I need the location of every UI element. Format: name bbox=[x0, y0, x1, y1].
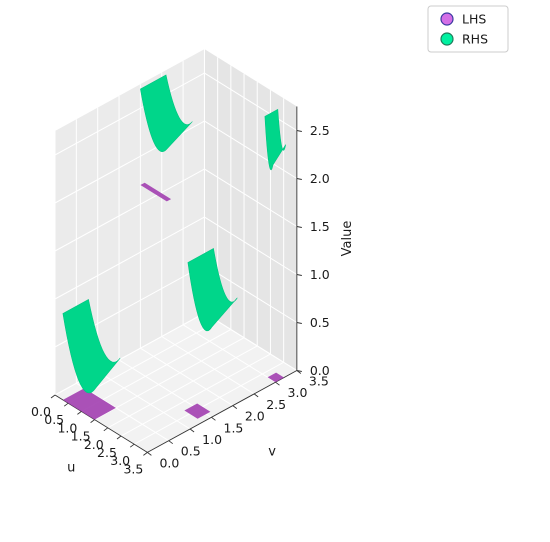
floor-grid-u bbox=[81, 329, 232, 412]
x-tick-mark bbox=[129, 443, 135, 448]
back-grid-z bbox=[204, 312, 298, 371]
x-tick-mark bbox=[63, 402, 69, 407]
y-tick-label: 2.0 bbox=[245, 409, 265, 424]
y-tick-label: 3.0 bbox=[288, 385, 308, 400]
x-tick-label: 0.5 bbox=[44, 412, 64, 427]
x-axis-title: u bbox=[67, 461, 75, 476]
y-tick-label: 1.5 bbox=[224, 420, 244, 435]
x-tick-label: 2.0 bbox=[84, 437, 104, 452]
lhs-plane-0 bbox=[62, 388, 116, 420]
x-tick-label: 3.5 bbox=[123, 461, 143, 476]
x-tick-mark bbox=[116, 435, 122, 440]
x-tick-label: 1.0 bbox=[57, 420, 77, 435]
legend-label-rhs: RHS bbox=[462, 32, 488, 47]
y-tick-mark bbox=[147, 452, 152, 456]
rhs-surface-3 bbox=[264, 108, 286, 171]
grid-lines bbox=[54, 49, 298, 453]
z-tick-label: 0.5 bbox=[310, 315, 330, 330]
x-tick-mark bbox=[143, 452, 148, 456]
floor-grid-v bbox=[97, 371, 191, 430]
y-tick-mark bbox=[275, 381, 280, 386]
z-tick-label: 1.5 bbox=[310, 219, 330, 234]
legend: LHS RHS bbox=[427, 5, 509, 53]
x-axis-line bbox=[54, 394, 148, 453]
y-axis-line bbox=[147, 370, 298, 453]
floor-grid-u bbox=[94, 337, 245, 421]
y-tick-label: 1.0 bbox=[202, 432, 222, 447]
z-tick-label: 0.0 bbox=[310, 363, 330, 378]
rhs-surface-1 bbox=[187, 248, 238, 332]
legend-marker-lhs bbox=[440, 12, 454, 26]
z-tick-label: 2.0 bbox=[310, 171, 330, 186]
back-grid-z bbox=[204, 120, 298, 179]
y-tick-mark bbox=[189, 428, 195, 433]
z-tick-mark bbox=[296, 226, 302, 228]
back-grid-z bbox=[204, 72, 298, 131]
z-tick-mark bbox=[296, 274, 302, 276]
y-tick-mark bbox=[168, 440, 174, 445]
floor-grid-v bbox=[161, 336, 255, 395]
y-tick-mark bbox=[211, 416, 216, 421]
x-tick-mark bbox=[77, 411, 82, 415]
legend-marker-rhs bbox=[440, 32, 454, 46]
floor-grid-v bbox=[140, 347, 234, 407]
axis-edges bbox=[54, 106, 298, 453]
lhs-plane-1 bbox=[184, 403, 211, 419]
x-tick-mark bbox=[90, 419, 95, 423]
lhs-plane-3 bbox=[140, 182, 172, 202]
y-tick-label: 2.5 bbox=[266, 397, 286, 412]
z-tick-label: 2.5 bbox=[310, 123, 330, 138]
y-tick-label: 3.5 bbox=[309, 374, 329, 389]
floor-grid-u bbox=[120, 353, 271, 437]
data-surfaces bbox=[62, 74, 286, 420]
z-tick-mark bbox=[296, 130, 302, 132]
x-tick-label: 3.0 bbox=[110, 453, 130, 468]
tick-labels: 0.00.51.01.52.02.53.03.5 0.00.51.01.52.02… bbox=[31, 123, 330, 476]
y-axis-title: v bbox=[268, 444, 276, 459]
back-grid-z bbox=[204, 168, 298, 227]
legend-label-lhs: LHS bbox=[462, 12, 486, 27]
floor-pane bbox=[55, 313, 297, 453]
floor-grid-v bbox=[182, 324, 276, 383]
z-tick-mark bbox=[296, 322, 302, 324]
x-tick-mark bbox=[103, 427, 109, 432]
floor-grid-u bbox=[107, 345, 258, 429]
back-grid-z bbox=[204, 216, 298, 275]
y-tick-mark bbox=[253, 393, 259, 398]
rhs-surface-0 bbox=[62, 299, 121, 394]
lhs-plane-2 bbox=[267, 372, 284, 383]
x-tick-label: 1.5 bbox=[71, 429, 91, 444]
back-grid-z bbox=[204, 264, 298, 323]
rhs-surface-2 bbox=[140, 74, 193, 152]
left-grid-z bbox=[54, 168, 205, 252]
left-grid-z bbox=[54, 72, 205, 156]
floor-grid-u bbox=[133, 361, 284, 445]
left-grid-z bbox=[54, 216, 205, 300]
x-tick-mark bbox=[50, 394, 56, 399]
z-axis-title: Value bbox=[340, 221, 355, 257]
y-tick-label: 0.0 bbox=[159, 455, 179, 470]
x-tick-label: 0.0 bbox=[31, 404, 51, 419]
y-tick-label: 0.5 bbox=[181, 444, 201, 459]
y-tick-mark bbox=[232, 405, 238, 409]
z-tick-mark bbox=[296, 370, 302, 372]
x-tick-label: 2.5 bbox=[97, 445, 117, 460]
z-tick-mark bbox=[296, 178, 302, 180]
z-tick-label: 1.0 bbox=[310, 267, 330, 282]
